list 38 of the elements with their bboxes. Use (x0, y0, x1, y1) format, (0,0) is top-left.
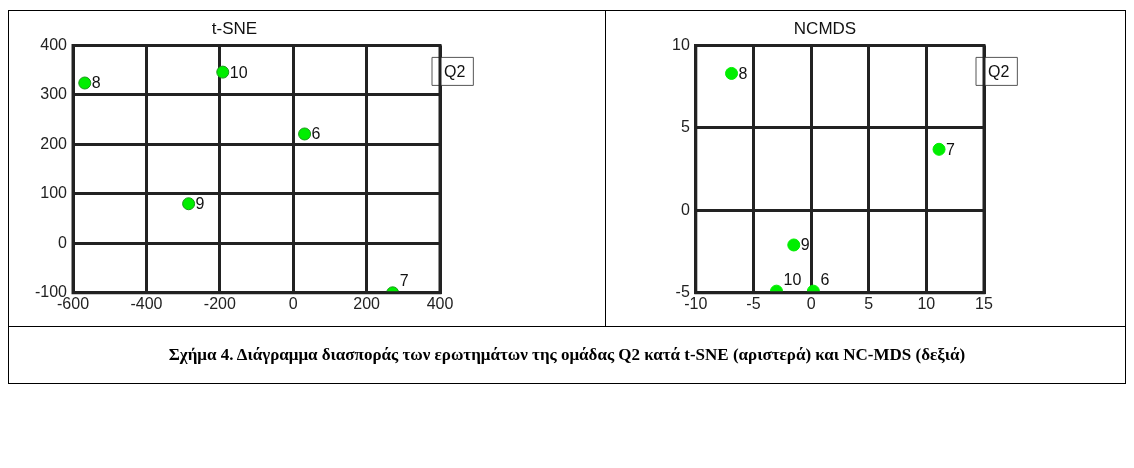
annotation: 9 (800, 236, 810, 254)
chart-title: t-SNE (211, 18, 258, 38)
y-tick-label: 300 (40, 85, 68, 103)
x-tick-label: 10 (917, 294, 936, 312)
point (216, 65, 230, 79)
x-tick-label: 15 (975, 294, 993, 312)
annotation: 10 (783, 270, 802, 288)
annotation: 6 (820, 270, 830, 288)
y-tick-label: 0 (58, 233, 68, 251)
text: Σχήμα 4. Διάγραμμα διασποράς των ερωτημάτων της ομάδας Q2 κατά t-SNE (αριστερά) και NC-MDS (δεξιά) (167, 344, 967, 366)
annotation: 10 (229, 63, 248, 81)
annotation: 8 (91, 74, 101, 92)
point (298, 127, 312, 141)
x-tick-label: -5 (746, 294, 761, 312)
annotation: 7 (399, 272, 409, 290)
annotation: 6 (311, 125, 321, 143)
x-tick-label: 200 (353, 294, 381, 312)
point (932, 142, 946, 156)
annotation: 9 (195, 195, 205, 213)
x-tick-label: 0 (806, 294, 816, 312)
y-tick-label: 400 (40, 35, 68, 53)
y-tick-label: 5 (680, 118, 690, 136)
x-tick-label: -400 (130, 294, 163, 312)
y-tick-label: 200 (40, 134, 68, 152)
y-tick-label: 0 (680, 200, 690, 218)
text: Q2 (444, 62, 466, 80)
y-tick-label: 10 (672, 35, 690, 53)
annotation: 7 (946, 140, 956, 158)
y-tick-label: 100 (40, 184, 68, 202)
x-tick-label: -200 (203, 294, 236, 312)
point (725, 66, 739, 80)
x-tick-label: 5 (864, 294, 874, 312)
x-tick-label: 400 (426, 294, 454, 312)
point (78, 76, 92, 90)
text: Q2 (988, 62, 1010, 80)
annotation: 8 (738, 64, 748, 82)
chart-title: NCMDS (793, 18, 857, 38)
x-tick-label: 0 (288, 294, 298, 312)
